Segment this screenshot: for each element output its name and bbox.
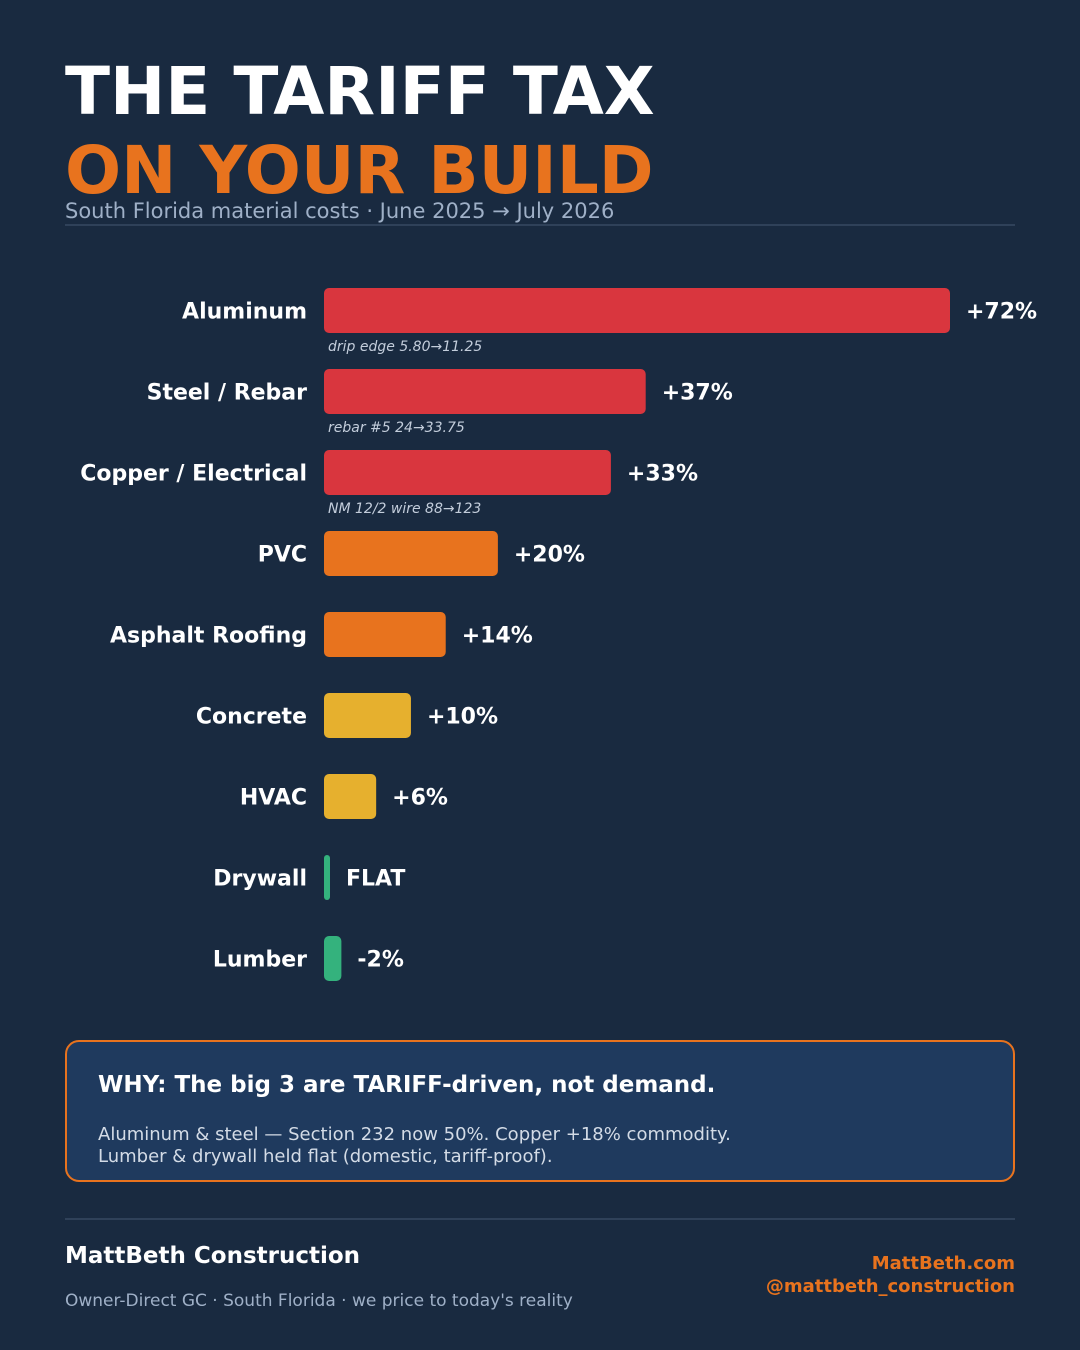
value-label: -2% <box>357 948 403 973</box>
why-heading: WHY: The big 3 are TARIFF-driven, not de… <box>98 1072 716 1098</box>
value-label: FLAT <box>346 867 405 892</box>
why-line-1: Aluminum & steel — Section 232 now 50%. … <box>98 1124 731 1145</box>
category-label: Drywall <box>213 867 307 892</box>
price-note: rebar #5 24→33.75 <box>328 420 465 436</box>
value-label: +10% <box>427 705 498 730</box>
social-handle[interactable]: @mattbeth_construction <box>765 1276 1015 1297</box>
category-label: Copper / Electrical <box>80 462 307 487</box>
brand-tagline: Owner-Direct GC · South Florida · we pri… <box>65 1291 573 1311</box>
category-label: Lumber <box>213 948 307 973</box>
why-callout: WHY: The big 3 are TARIFF-driven, not de… <box>65 1040 1015 1182</box>
bar <box>324 288 950 333</box>
value-label: +33% <box>627 462 698 487</box>
bar <box>324 774 377 819</box>
bar <box>324 369 646 414</box>
bar <box>324 936 342 981</box>
why-line-2: Lumber & drywall held flat (domestic, ta… <box>98 1146 553 1167</box>
title-line-2: ON YOUR BUILD <box>65 132 654 209</box>
value-label: +37% <box>662 381 733 406</box>
value-label: +20% <box>514 543 585 568</box>
bar <box>324 531 498 576</box>
bar <box>324 855 330 900</box>
bar <box>324 693 411 738</box>
category-label: Asphalt Roofing <box>110 624 307 649</box>
category-label: HVAC <box>240 786 307 811</box>
why-body: Aluminum & steel — Section 232 now 50%. … <box>98 1124 731 1168</box>
value-label: +72% <box>966 300 1037 325</box>
title-line-1: THE TARIFF TAX <box>65 53 655 130</box>
bar-chart: Aluminum +72% drip edge 5.80→11.25 Steel / … <box>80 288 1037 981</box>
header-divider <box>65 224 1015 226</box>
brand-name: MattBeth Construction <box>65 1243 361 1269</box>
category-label: PVC <box>258 543 307 568</box>
bar <box>324 612 446 657</box>
bar <box>324 450 611 495</box>
website-link[interactable]: MattBeth.com <box>871 1253 1015 1274</box>
category-label: Steel / Rebar <box>147 381 308 406</box>
value-label: +14% <box>462 624 533 649</box>
price-note: NM 12/2 wire 88→123 <box>328 501 481 517</box>
footer-divider <box>65 1218 1015 1220</box>
category-label: Aluminum <box>182 300 307 325</box>
category-label: Concrete <box>196 705 307 730</box>
subtitle: South Florida material costs · June 2025… <box>65 199 615 223</box>
value-label: +6% <box>392 786 448 811</box>
price-note: drip edge 5.80→11.25 <box>328 339 482 355</box>
